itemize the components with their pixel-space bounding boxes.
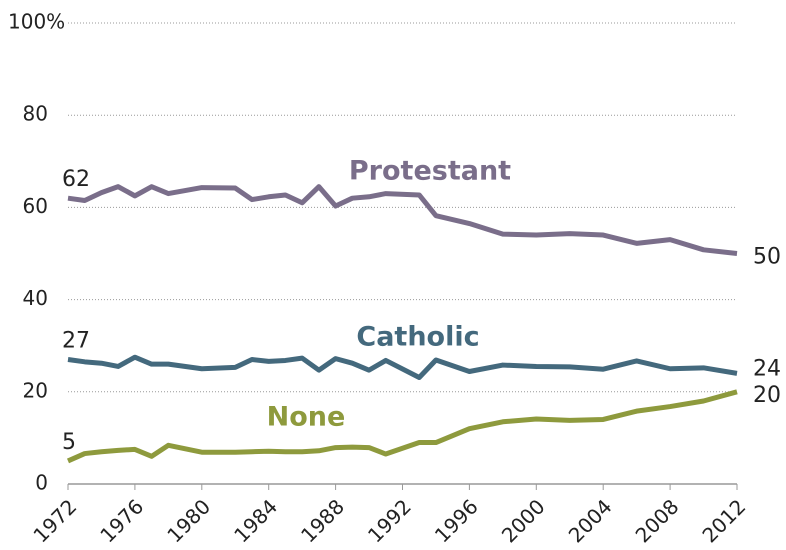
end-label: 24 <box>753 356 781 381</box>
x-tick-label: 2000 <box>497 494 550 547</box>
x-tick-label: 2012 <box>697 494 750 547</box>
start-label: 27 <box>62 329 90 354</box>
end-label: 50 <box>753 245 781 270</box>
series-name: Protestant <box>349 156 511 187</box>
start-label: 62 <box>62 167 90 192</box>
x-tick-label: 2004 <box>564 494 617 547</box>
x-tick-label: 1984 <box>229 494 282 547</box>
x-tick-label: 1992 <box>363 494 416 547</box>
series-line <box>66 389 738 464</box>
y-tick-label: 20 <box>23 378 48 402</box>
x-tick-label: 1980 <box>162 494 215 547</box>
x-tick-label: 1988 <box>296 494 349 547</box>
series-name: None <box>267 402 346 433</box>
y-tick-label: 60 <box>23 194 48 218</box>
end-label: 20 <box>753 383 781 408</box>
series-line <box>67 354 738 381</box>
y-tick-label: 40 <box>23 286 48 310</box>
x-tick-label: 1972 <box>28 494 81 547</box>
x-tick-label: 1976 <box>95 494 148 547</box>
y-tick-label: 0 <box>35 471 48 495</box>
series-name: Catholic <box>356 322 479 353</box>
x-tick-label: 2008 <box>631 494 684 547</box>
y-tick-label: 100% <box>8 10 65 34</box>
y-tick-label: 80 <box>23 102 48 126</box>
start-label: 5 <box>62 430 76 455</box>
x-tick-label: 1996 <box>430 494 483 547</box>
series-line <box>67 184 738 256</box>
